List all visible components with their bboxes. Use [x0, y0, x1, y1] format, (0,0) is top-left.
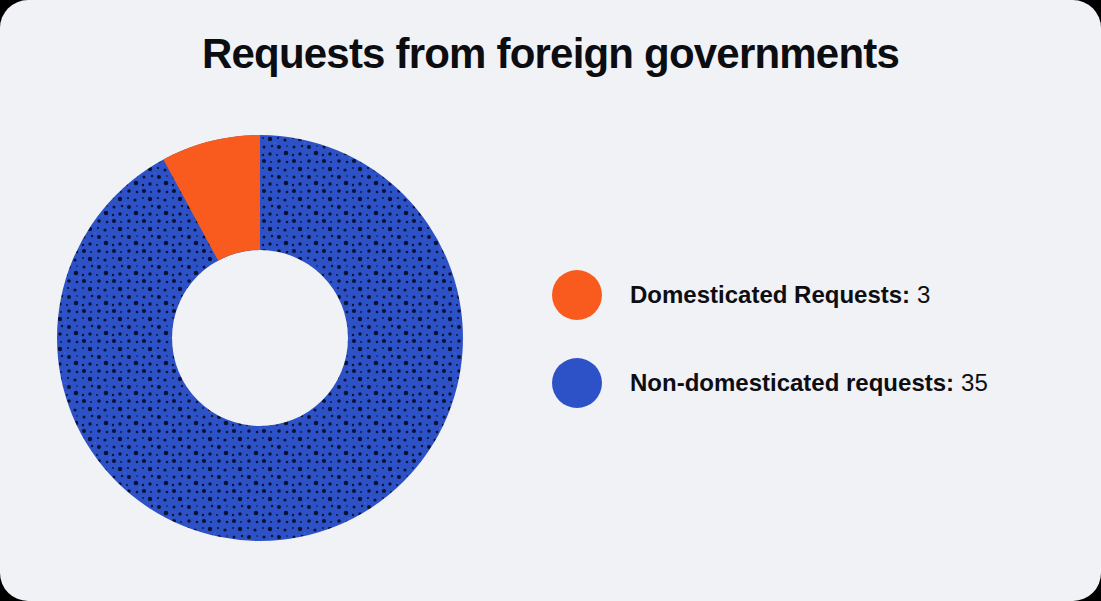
chart-card: Requests from foreign governments [0, 0, 1101, 601]
legend-item-domesticated: Domesticated Requests: 3 [552, 270, 988, 320]
legend-value-non-domesticated: 35 [961, 369, 988, 396]
legend-label-non-domesticated: Non-domesticated requests: [630, 369, 954, 396]
donut-chart-svg [57, 135, 463, 541]
legend-swatch-non-domesticated [552, 358, 602, 408]
chart-legend: Domesticated Requests: 3 Non-domesticated… [552, 270, 988, 408]
legend-value-domesticated: 3 [917, 281, 930, 308]
legend-item-non-domesticated: Non-domesticated requests: 35 [552, 358, 988, 408]
donut-chart [57, 135, 463, 541]
legend-swatch-domesticated [552, 270, 602, 320]
legend-text-non-domesticated: Non-domesticated requests: 35 [630, 369, 988, 397]
legend-text-domesticated: Domesticated Requests: 3 [630, 281, 930, 309]
chart-title: Requests from foreign governments [0, 30, 1101, 78]
legend-label-domesticated: Domesticated Requests: [630, 281, 910, 308]
